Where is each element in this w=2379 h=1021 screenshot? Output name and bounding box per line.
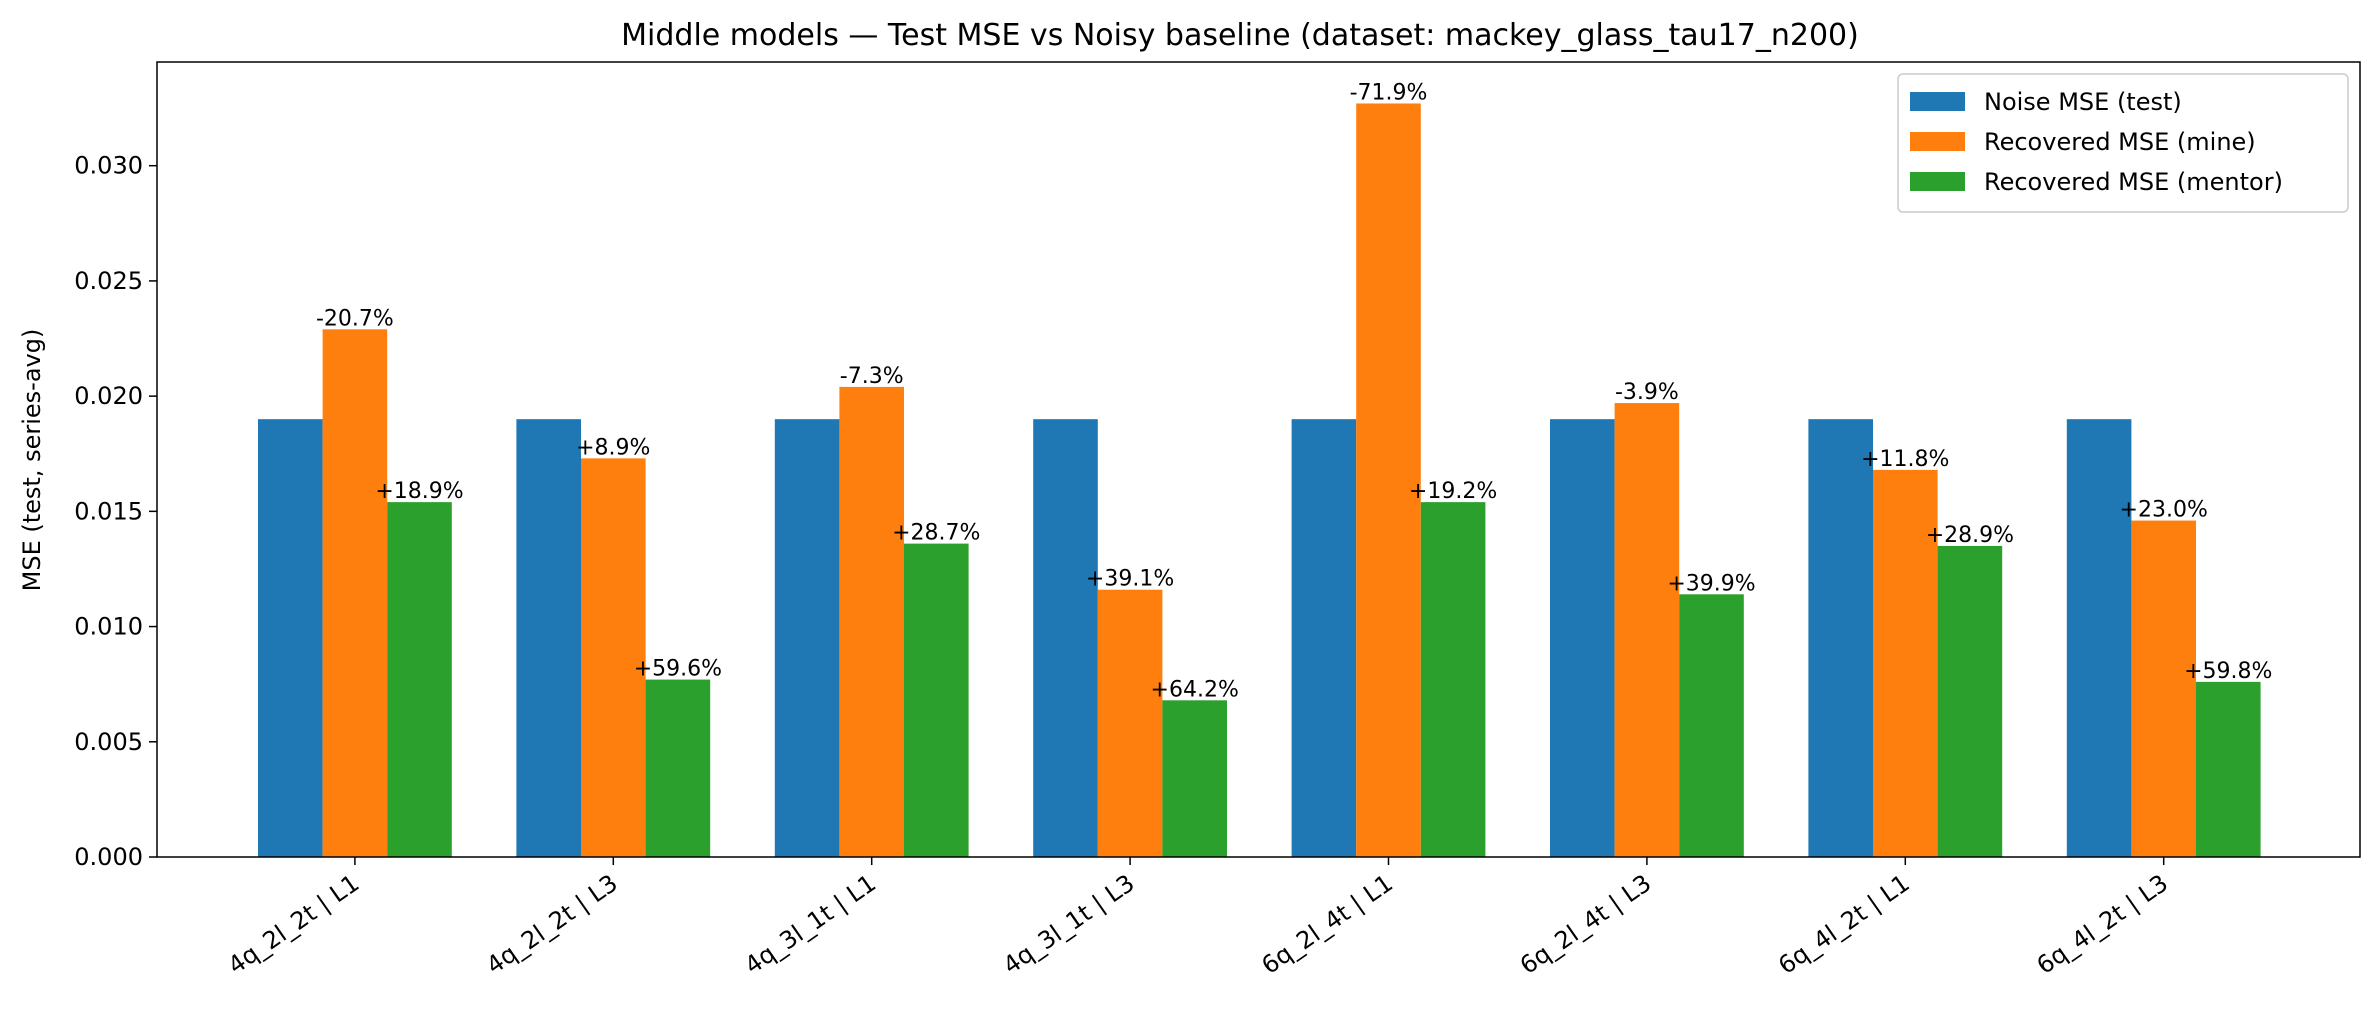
y-tick-label: 0.010 <box>74 613 143 641</box>
data-label: +59.6% <box>634 657 722 682</box>
x-tick-label: 6q_2l_4t | L1 <box>1256 869 1397 980</box>
x-tick-label: 4q_2l_2t | L1 <box>223 869 364 980</box>
bar <box>1162 700 1227 857</box>
y-tick-label: 0.030 <box>74 152 143 180</box>
data-label: -3.9% <box>1615 380 1679 405</box>
bar <box>1097 589 1163 857</box>
legend: Noise MSE (test) Recovered MSE (mine) Reco… <box>1897 73 2349 213</box>
y-tick-label: 0.005 <box>74 728 143 756</box>
bar <box>839 386 904 857</box>
x-tick-label: 6q_2l_4t | L3 <box>1515 869 1656 980</box>
x-tick-label: 6q_4l_2t | L1 <box>1773 869 1914 980</box>
y-tick-label: 0.000 <box>74 843 143 871</box>
data-label: +64.2% <box>1151 677 1239 702</box>
y-axis-ticks: 0.000 0.005 0.010 0.015 0.020 0.025 0.030 <box>74 152 157 871</box>
data-label: +39.9% <box>1667 571 1755 596</box>
data-label: +59.8% <box>2184 659 2272 684</box>
plot-frame <box>156 61 2361 858</box>
legend-label: Recovered MSE (mentor) <box>1984 168 2283 196</box>
bar <box>904 543 969 857</box>
legend-label: Recovered MSE (mine) <box>1984 128 2256 156</box>
bar <box>258 419 323 857</box>
data-label: +23.0% <box>2120 498 2208 523</box>
x-tick-label: 4q_3l_1t | L3 <box>998 869 1139 980</box>
bar <box>1550 419 1615 857</box>
y-tick-label: 0.025 <box>74 267 143 295</box>
bar <box>581 458 646 857</box>
data-label: -71.9% <box>1350 80 1428 105</box>
bar <box>1356 103 1421 857</box>
bar <box>322 329 388 858</box>
data-label: +11.8% <box>1861 447 1949 472</box>
bars <box>258 103 2261 858</box>
bar <box>2196 681 2261 857</box>
bar <box>1808 419 1873 857</box>
bar <box>645 679 711 857</box>
data-label: +18.9% <box>375 479 463 504</box>
data-label: -20.7% <box>316 306 394 331</box>
bar <box>387 502 452 857</box>
bar <box>1420 502 1486 857</box>
data-label: +8.9% <box>576 435 650 460</box>
y-tick-label: 0.015 <box>74 497 143 525</box>
bar <box>1033 419 1098 857</box>
legend-swatch <box>1910 172 1965 191</box>
data-label: -7.3% <box>840 364 904 389</box>
data-label: +28.7% <box>892 521 980 546</box>
bar <box>2131 520 2196 857</box>
data-labels: -20.7% +8.9% -7.3% +39.1% -71.9% -3.9% +11.8% +… <box>316 80 2272 702</box>
data-label: +19.2% <box>1409 479 1497 504</box>
x-tick-label: 4q_2l_2t | L3 <box>481 869 622 980</box>
legend-swatch <box>1910 92 1965 111</box>
bar <box>2066 419 2132 857</box>
x-axis-ticks: 4q_2l_2t | L1 4q_2l_2t | L3 4q_3l_1t | L1 4… <box>223 857 2173 980</box>
legend-swatch <box>1910 132 1965 151</box>
bar <box>1873 469 1938 857</box>
x-tick-label: 4q_3l_1t | L1 <box>740 869 881 980</box>
data-label: +28.9% <box>1926 523 2014 548</box>
bar <box>1679 594 1744 857</box>
bar <box>774 419 840 857</box>
x-tick-label: 6q_4l_2t | L3 <box>2032 869 2173 980</box>
chart-title: Middle models — Test MSE vs Noisy baseli… <box>621 18 1859 53</box>
bar <box>516 419 581 857</box>
bar <box>1291 419 1357 857</box>
legend-label: Noise MSE (test) <box>1984 88 2182 116</box>
data-label: +39.1% <box>1086 567 1174 592</box>
bar <box>1614 403 1680 857</box>
y-axis-label: MSE (test, series-avg) <box>18 329 46 592</box>
y-tick-label: 0.020 <box>74 382 143 410</box>
bar <box>1937 545 2003 857</box>
legend-box <box>1897 73 2349 213</box>
